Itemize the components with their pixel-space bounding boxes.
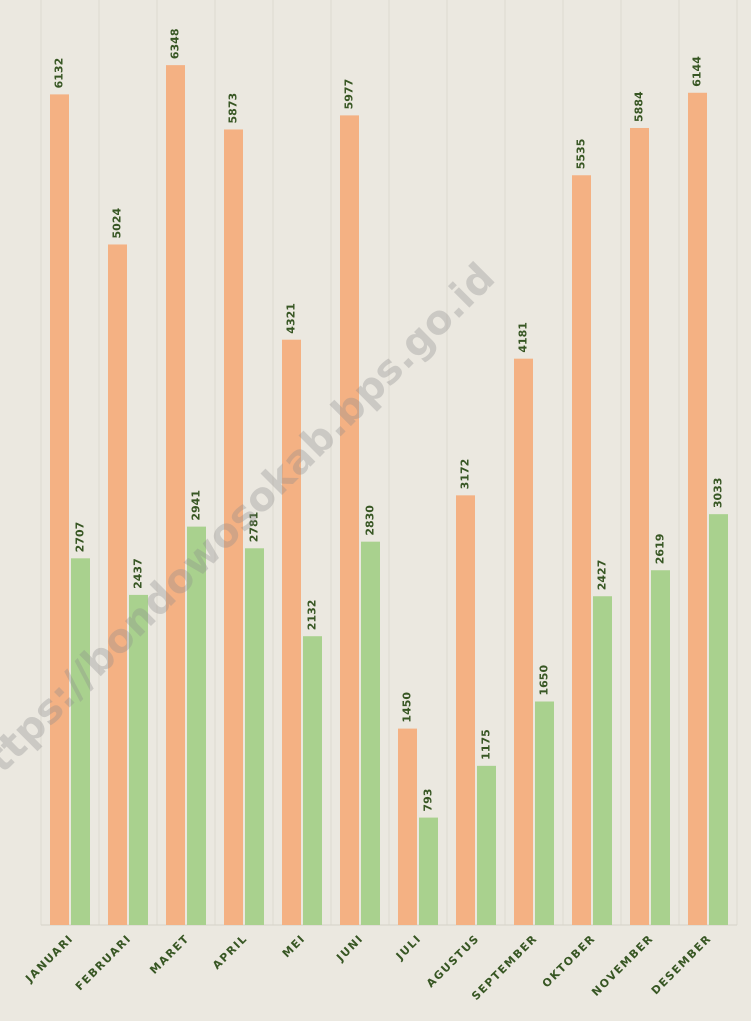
value-label: 1175 — [480, 729, 493, 760]
bar — [630, 127, 649, 925]
value-label: 5977 — [343, 79, 356, 110]
value-label: 4321 — [285, 303, 298, 334]
value-label: 2437 — [132, 558, 145, 589]
value-label: 1650 — [538, 665, 551, 696]
bar — [303, 636, 322, 925]
bar — [535, 701, 554, 925]
bar — [398, 728, 417, 925]
value-label: 5884 — [633, 91, 646, 122]
bar — [245, 548, 264, 925]
value-label: 3172 — [459, 459, 472, 490]
bar — [129, 594, 148, 925]
value-label: 3033 — [712, 478, 725, 509]
value-label: 2707 — [74, 522, 87, 553]
bar — [477, 765, 496, 925]
value-label: 5024 — [111, 208, 124, 239]
bar — [593, 596, 612, 925]
bar — [572, 175, 591, 925]
bar — [224, 129, 243, 925]
bar — [340, 115, 359, 925]
value-label: 6132 — [53, 58, 66, 89]
bar — [456, 495, 475, 925]
value-label: 6348 — [169, 29, 182, 60]
bar — [419, 817, 438, 925]
value-label: 2619 — [654, 534, 667, 565]
bar — [108, 244, 127, 925]
value-label: 4181 — [517, 322, 530, 353]
value-label: 2427 — [596, 560, 609, 591]
value-label: 2132 — [306, 600, 319, 631]
value-label: 5873 — [227, 93, 240, 124]
bar — [651, 570, 670, 925]
bar — [187, 526, 206, 925]
value-label: 2941 — [190, 490, 203, 521]
bar — [282, 339, 301, 925]
bar — [514, 358, 533, 925]
value-label: 6144 — [691, 56, 704, 87]
value-label: 1450 — [401, 692, 414, 723]
bar — [688, 92, 707, 925]
value-label: 2830 — [364, 505, 377, 536]
bar — [50, 94, 69, 926]
value-label: 793 — [422, 789, 435, 812]
value-label: 2781 — [248, 512, 261, 543]
bar — [71, 558, 90, 925]
bar — [361, 541, 380, 925]
bar — [709, 514, 728, 925]
value-label: 5535 — [575, 139, 588, 170]
bar — [166, 65, 185, 926]
